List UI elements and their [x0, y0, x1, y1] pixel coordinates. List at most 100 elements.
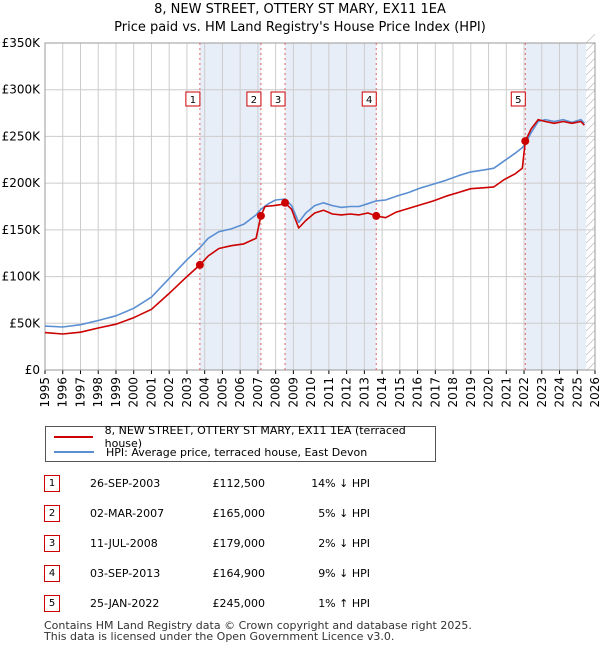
x-tick-label: 2021	[499, 377, 513, 408]
sale-row: 2 02-MAR-2007 £165,000 5% ↓ HPI	[0, 504, 600, 524]
x-tick-label: 2015	[393, 377, 407, 408]
hatch-line	[585, 249, 596, 260]
hatch-line	[585, 105, 596, 116]
hatch-line	[585, 265, 596, 276]
sale-label-box	[270, 91, 286, 107]
sale-number-badge: 3	[44, 535, 60, 552]
x-tick-label: 2017	[428, 377, 442, 408]
y-tick-label: £150K	[2, 223, 42, 237]
x-tick-label: 1999	[109, 377, 123, 408]
sale-date: 11-JUL-2008	[90, 537, 158, 550]
hatch-line	[585, 89, 596, 100]
sale-point	[281, 198, 290, 207]
sale-label-box	[185, 91, 201, 107]
hatch-line	[585, 185, 596, 196]
x-tick-label: 2009	[286, 377, 300, 408]
sale-point	[256, 211, 265, 220]
sale-date: 03-SEP-2013	[90, 567, 161, 580]
sale-row: 4 03-SEP-2013 £164,900 9% ↓ HPI	[0, 564, 600, 584]
hatch-line	[585, 33, 596, 44]
hatch-line	[585, 97, 596, 108]
y-tick-label: £100K	[2, 270, 42, 284]
hatch-line	[585, 345, 596, 356]
y-tick-label: £300K	[2, 83, 42, 97]
sale-number-badge: 4	[44, 565, 60, 582]
sale-price: £165,000	[212, 507, 266, 520]
sale-point	[195, 260, 204, 269]
x-tick-label: 2020	[482, 377, 496, 408]
hatch-line	[585, 241, 596, 252]
sale-hpi-diff: 1% ↑ HPI	[318, 597, 370, 610]
sale-price: £179,000	[212, 537, 266, 550]
hatch-line	[585, 313, 596, 324]
legend-swatch-property	[54, 436, 93, 438]
sale-label-box	[510, 91, 526, 107]
hatch-line	[585, 177, 596, 188]
y-tick-label: £200K	[2, 176, 42, 190]
sale-hpi-diff: 14% ↓ HPI	[311, 477, 370, 490]
hatch-line	[585, 209, 596, 220]
x-tick-label: 1997	[73, 377, 87, 408]
legend: 8, NEW STREET, OTTERY ST MARY, EX11 1EA …	[45, 424, 436, 462]
shaded-band	[525, 43, 587, 370]
chart-title: 8, NEW STREET, OTTERY ST MARY, EX11 1EA	[154, 2, 446, 17]
sale-date: 26-SEP-2003	[90, 477, 161, 490]
x-tick-label: 2000	[127, 377, 141, 408]
x-tick-label: 2023	[535, 377, 549, 408]
x-tick-label: 2002	[162, 377, 176, 408]
y-tick-label: £0	[25, 363, 40, 377]
sale-label-box	[361, 91, 377, 107]
hatch-line	[585, 113, 596, 124]
series-line	[44, 118, 585, 328]
x-tick-label: 2007	[251, 377, 265, 408]
sale-label-box	[246, 91, 262, 107]
hatch-line	[585, 153, 596, 164]
sale-hpi-diff: 5% ↓ HPI	[318, 507, 370, 520]
hatch-line	[585, 57, 596, 68]
sale-row: 3 11-JUL-2008 £179,000 2% ↓ HPI	[0, 534, 600, 554]
sale-label-number: 4	[366, 95, 372, 106]
x-tick-label: 2012	[340, 377, 354, 408]
hatch-line	[585, 337, 596, 348]
sale-hpi-diff: 9% ↓ HPI	[318, 567, 370, 580]
hatch-line	[585, 273, 596, 284]
legend-item-property: 8, NEW STREET, OTTERY ST MARY, EX11 1EA …	[54, 424, 435, 450]
sale-label-number: 5	[515, 95, 521, 106]
hatch-line	[585, 49, 596, 60]
sale-hpi-diff: 2% ↓ HPI	[318, 537, 370, 550]
sale-point	[521, 137, 530, 146]
x-tick-label: 2019	[464, 377, 478, 408]
sale-price: £164,900	[212, 567, 266, 580]
sale-label-number: 1	[190, 95, 196, 106]
hatch-line	[585, 169, 596, 180]
hatch-line	[585, 137, 596, 148]
hatch-line	[585, 257, 596, 268]
hatch-line	[585, 193, 596, 204]
x-tick-label: 2014	[375, 377, 389, 408]
chart-subtitle: Price paid vs. HM Land Registry's House …	[114, 20, 486, 35]
x-tick-label: 1996	[56, 377, 70, 408]
plot-border	[44, 42, 596, 371]
x-tick-label: 2008	[269, 377, 283, 408]
x-tick-label: 2004	[198, 377, 212, 408]
x-tick-label: 2006	[233, 377, 247, 408]
hatch-line	[585, 329, 596, 340]
hatch-line	[585, 121, 596, 132]
sale-label-number: 3	[275, 95, 281, 106]
hatch-line	[585, 73, 596, 84]
hatch-line	[585, 297, 596, 308]
legend-label-hpi: HPI: Average price, terraced house, East…	[106, 445, 368, 459]
hatch-line	[585, 201, 596, 212]
x-tick-label: 2010	[304, 377, 318, 408]
x-tick-label: 2016	[411, 377, 425, 408]
x-tick-label: 2018	[446, 377, 460, 408]
hatch-line	[585, 161, 596, 172]
sale-price: £245,000	[212, 597, 266, 610]
hatch-line	[585, 145, 596, 156]
hatch-line	[585, 225, 596, 236]
sale-date: 02-MAR-2007	[90, 507, 165, 520]
price-chart: £0 £50K £100K £150K £200K £250K £300K £350K 1995…	[2, 33, 600, 408]
hatch-line	[585, 289, 596, 300]
legend-swatch-hpi	[54, 451, 94, 453]
x-tick-label: 2003	[180, 377, 194, 408]
